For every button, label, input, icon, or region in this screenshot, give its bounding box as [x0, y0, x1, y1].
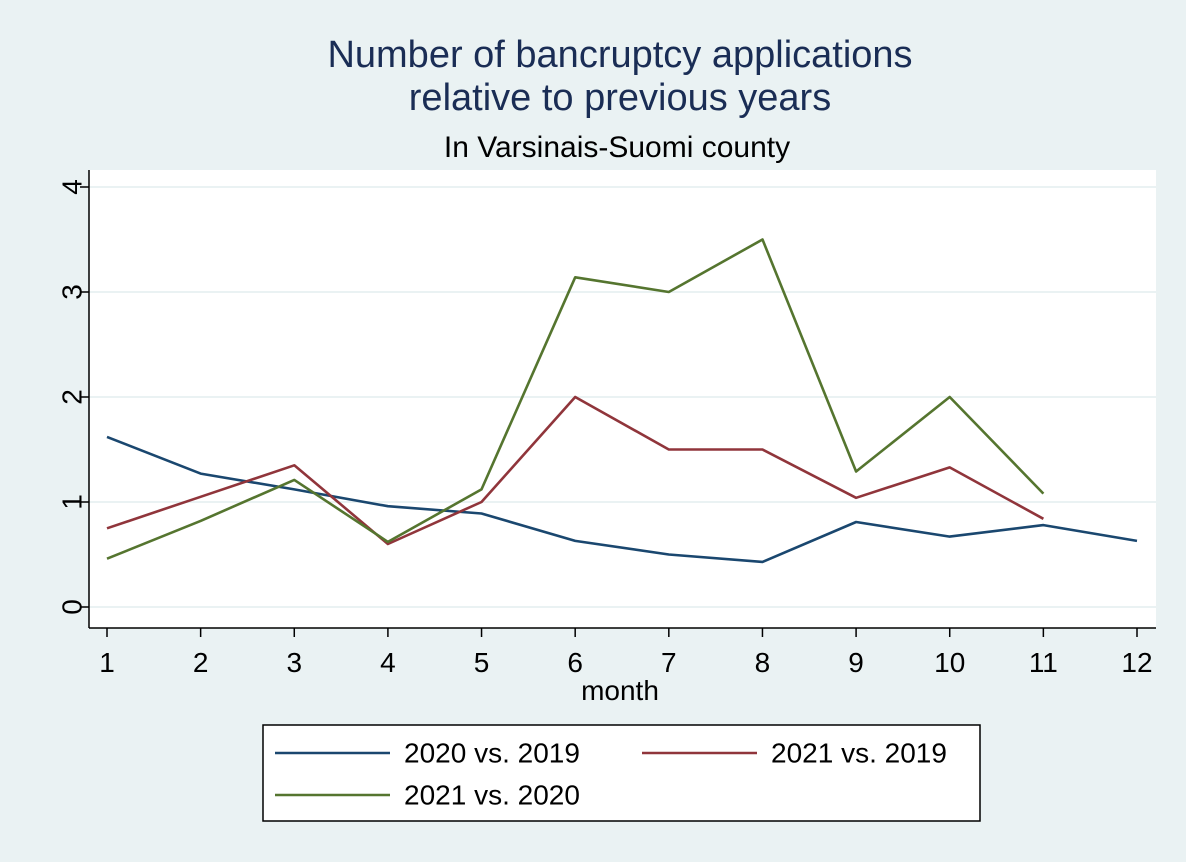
x-tick-label-4: 4: [380, 647, 396, 678]
legend-label-1: 2020 vs. 2019: [404, 738, 580, 769]
legend-label-2: 2021 vs. 2019: [771, 738, 947, 769]
x-tick-label-11: 11: [1029, 647, 1058, 678]
x-tick-label-1: 1: [99, 647, 115, 678]
x-tick-label-12: 12: [1121, 647, 1152, 678]
x-tick-label-5: 5: [474, 647, 490, 678]
y-tick-label-3: 3: [57, 284, 88, 300]
y-tick-label-4: 4: [57, 179, 88, 195]
x-tick-label-8: 8: [755, 647, 771, 678]
x-tick-label-3: 3: [286, 647, 302, 678]
y-tick-label-1: 1: [57, 494, 88, 510]
plot-area: [89, 170, 1156, 628]
legend: 2020 vs. 2019 2021 vs. 2019 2021 vs. 2020: [275, 738, 947, 811]
legend-label-3: 2021 vs. 2020: [404, 780, 580, 811]
x-axis-title: month: [581, 675, 659, 706]
grid-lines: [89, 186, 1156, 608]
chart-subtitle: In Varsinais-Suomi county: [444, 131, 790, 164]
y-axis-ticks: 0 1 2 3 4: [57, 179, 89, 615]
x-tick-label-7: 7: [661, 647, 677, 678]
y-tick-label-0: 0: [57, 599, 88, 615]
y-tick-label-2: 2: [57, 389, 88, 405]
series-lines: [106, 238, 1138, 564]
x-tick-label-2: 2: [193, 647, 209, 678]
chart-title-line-1: Number of bancruptcy applications: [327, 34, 912, 76]
x-tick-label-6: 6: [567, 647, 583, 678]
series-line-3: [106, 238, 1045, 560]
legend-box: [262, 724, 981, 822]
x-axis-ticks: 1 2 3 4 5 6 7 8 9 10 11 12: [99, 628, 1153, 678]
x-tick-label-9: 9: [848, 647, 864, 678]
series-line-2: [106, 395, 1045, 546]
chart-title-line-2: relative to previous years: [409, 77, 831, 119]
x-tick-label-10: 10: [934, 647, 965, 678]
